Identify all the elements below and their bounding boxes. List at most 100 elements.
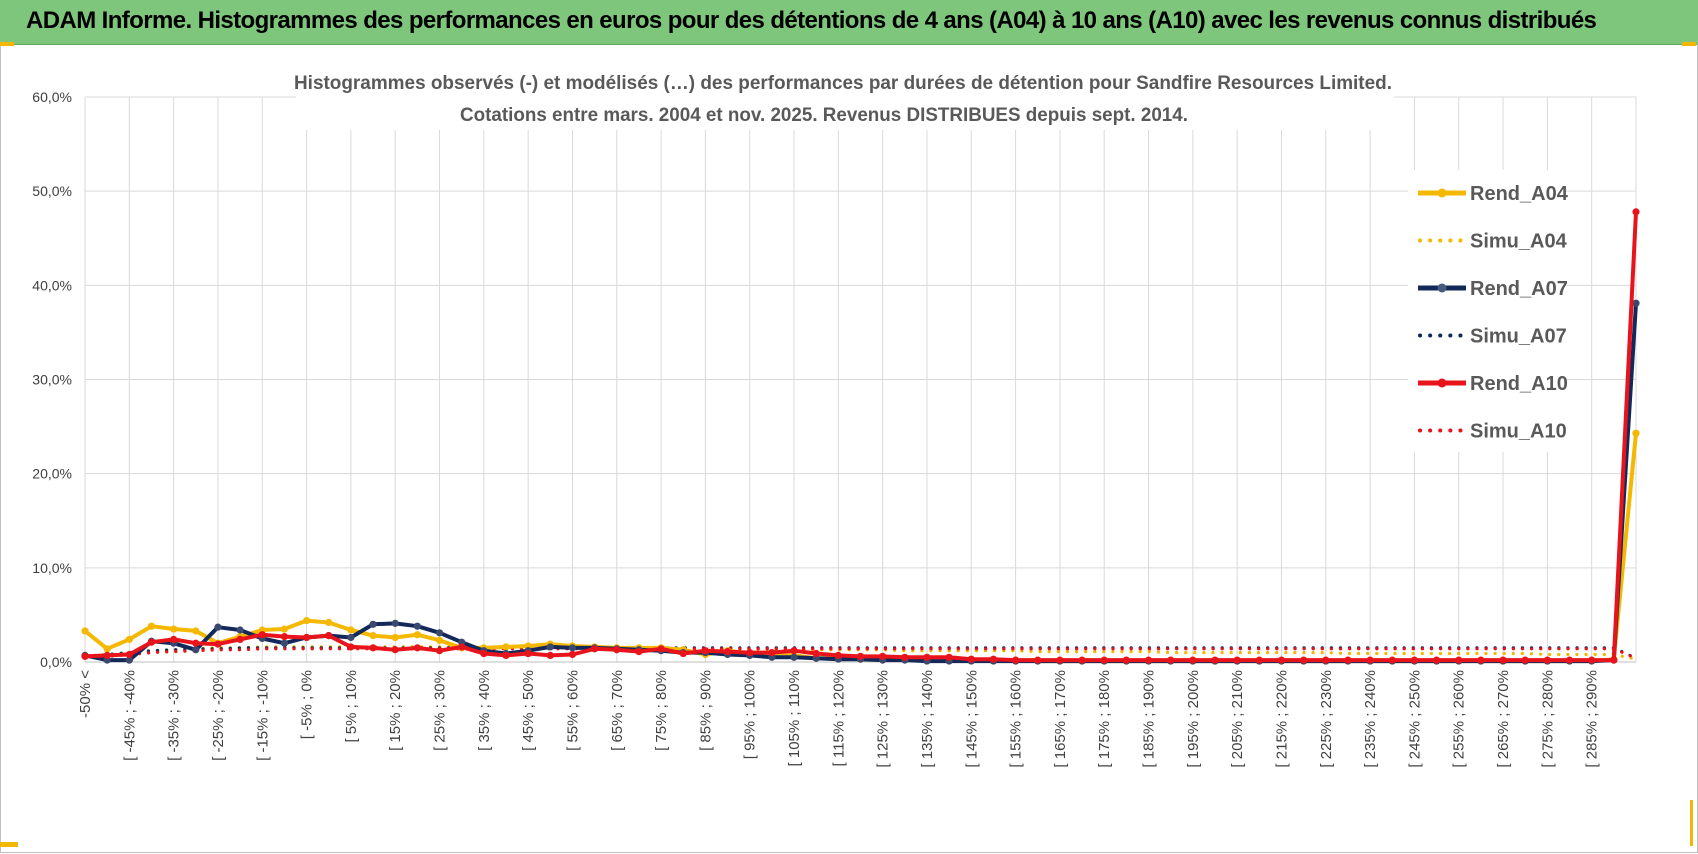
data-point bbox=[147, 622, 156, 630]
corner-marker-right-edge bbox=[1690, 800, 1693, 846]
legend-marker bbox=[1437, 378, 1447, 388]
data-point bbox=[1233, 656, 1241, 664]
legend-marker bbox=[1437, 283, 1447, 293]
data-point bbox=[369, 620, 377, 628]
data-point bbox=[325, 632, 333, 640]
banner-title: ADAM Informe. Histogrammes des performan… bbox=[26, 7, 1597, 34]
data-point bbox=[856, 652, 865, 660]
data-point bbox=[103, 651, 111, 660]
x-tick-label: [ -45% ; -40% bbox=[121, 670, 138, 761]
data-point bbox=[280, 632, 289, 641]
data-point bbox=[1277, 656, 1286, 664]
legend-label: Simu_A04 bbox=[1470, 231, 1568, 253]
data-point bbox=[1410, 656, 1419, 664]
data-point bbox=[369, 632, 377, 640]
data-point bbox=[1255, 656, 1263, 664]
series-Simu_A04 bbox=[83, 645, 1638, 661]
x-tick-label: -50% < bbox=[77, 670, 94, 718]
data-point bbox=[945, 653, 953, 661]
series-line bbox=[83, 431, 1638, 664]
x-tick-label: [ 285% ; 290% bbox=[1584, 670, 1601, 768]
data-point bbox=[1211, 656, 1219, 664]
data-point bbox=[1565, 656, 1574, 664]
x-tick-label: [ -5% ; 0% bbox=[299, 670, 316, 739]
data-point bbox=[280, 625, 289, 633]
data-point bbox=[1189, 656, 1197, 664]
data-point bbox=[435, 647, 444, 655]
data-point bbox=[236, 626, 244, 634]
x-tick-label: [ 105% ; 110% bbox=[786, 670, 803, 766]
corner-marker-top-left bbox=[0, 42, 14, 46]
series-line bbox=[83, 209, 1638, 663]
data-point bbox=[613, 646, 621, 654]
data-point bbox=[1300, 656, 1308, 664]
x-tick-label: [ -25% ; -20% bbox=[210, 670, 227, 761]
data-point bbox=[435, 629, 444, 637]
data-point bbox=[480, 649, 488, 658]
x-tick-label: [ 155% ; 160% bbox=[1008, 670, 1025, 768]
data-point bbox=[125, 635, 133, 644]
x-tick-label: [ 135% ; 140% bbox=[919, 670, 936, 768]
data-point bbox=[1100, 656, 1108, 664]
data-point bbox=[790, 653, 798, 661]
data-point bbox=[458, 643, 466, 651]
x-tick-label: [ 5% ; 10% bbox=[343, 670, 360, 743]
data-point bbox=[214, 623, 222, 631]
x-tick-label: [ 245% ; 250% bbox=[1406, 670, 1423, 768]
x-tick-label: [ 75% ; 80% bbox=[653, 670, 670, 751]
data-point bbox=[192, 646, 200, 654]
data-point bbox=[236, 635, 244, 644]
series-Rend_A07 bbox=[81, 299, 1640, 665]
data-point bbox=[1632, 208, 1640, 216]
data-point bbox=[701, 647, 710, 655]
data-point bbox=[1588, 656, 1596, 664]
x-tick-label: [ 215% ; 220% bbox=[1273, 670, 1290, 768]
legend-background bbox=[1408, 170, 1564, 452]
x-tick-label: [ 45% ; 50% bbox=[520, 670, 537, 751]
x-tick-label: [ -15% ; -10% bbox=[254, 670, 271, 761]
x-tick-label: [ 185% ; 190% bbox=[1141, 670, 1158, 768]
data-point bbox=[768, 648, 776, 657]
gridlines bbox=[84, 96, 1637, 663]
x-tick-label: [ 265% ; 270% bbox=[1495, 670, 1512, 768]
data-point bbox=[413, 622, 421, 630]
data-point bbox=[347, 643, 355, 651]
data-point bbox=[391, 633, 399, 642]
data-point bbox=[347, 633, 355, 642]
data-point bbox=[369, 644, 377, 652]
x-tick-label: [ 85% ; 90% bbox=[697, 670, 714, 751]
data-point bbox=[413, 644, 421, 652]
series-Rend_A10 bbox=[81, 208, 1640, 664]
legend-item-Rend_A07: Rend_A07 bbox=[1418, 278, 1568, 300]
x-tick-label: [ 115% ; 120% bbox=[830, 670, 847, 766]
data-point bbox=[103, 645, 111, 653]
data-point bbox=[1432, 656, 1441, 664]
data-point bbox=[170, 635, 178, 644]
legend-label: Rend_A10 bbox=[1470, 373, 1568, 395]
data-point bbox=[302, 616, 311, 625]
data-point bbox=[1632, 429, 1640, 437]
data-point bbox=[280, 639, 289, 647]
data-point bbox=[1455, 656, 1463, 664]
data-point bbox=[879, 652, 887, 660]
data-point bbox=[325, 618, 333, 627]
legend-label: Simu_A10 bbox=[1470, 421, 1567, 443]
data-point bbox=[812, 649, 820, 658]
y-tick-label: 50,0% bbox=[32, 183, 72, 199]
legend-item-Simu_A04: Simu_A04 bbox=[1418, 231, 1568, 253]
data-point bbox=[989, 655, 998, 663]
x-tick-label: [ -35% ; -30% bbox=[166, 670, 183, 761]
data-point bbox=[657, 645, 665, 653]
series-Simu_A10 bbox=[83, 647, 1638, 660]
legend-item-Simu_A07: Simu_A07 bbox=[1418, 326, 1567, 348]
data-point bbox=[1366, 656, 1374, 664]
data-point bbox=[125, 650, 133, 659]
legend-label: Rend_A07 bbox=[1470, 278, 1568, 300]
data-point bbox=[413, 631, 421, 639]
legend-item-Rend_A10: Rend_A10 bbox=[1418, 373, 1568, 395]
y-tick-label: 20,0% bbox=[32, 466, 72, 482]
series-Rend_A04 bbox=[81, 429, 1640, 665]
x-tick-label: [ 95% ; 100% bbox=[742, 670, 759, 759]
legend-item-Simu_A10: Simu_A10 bbox=[1418, 421, 1567, 443]
